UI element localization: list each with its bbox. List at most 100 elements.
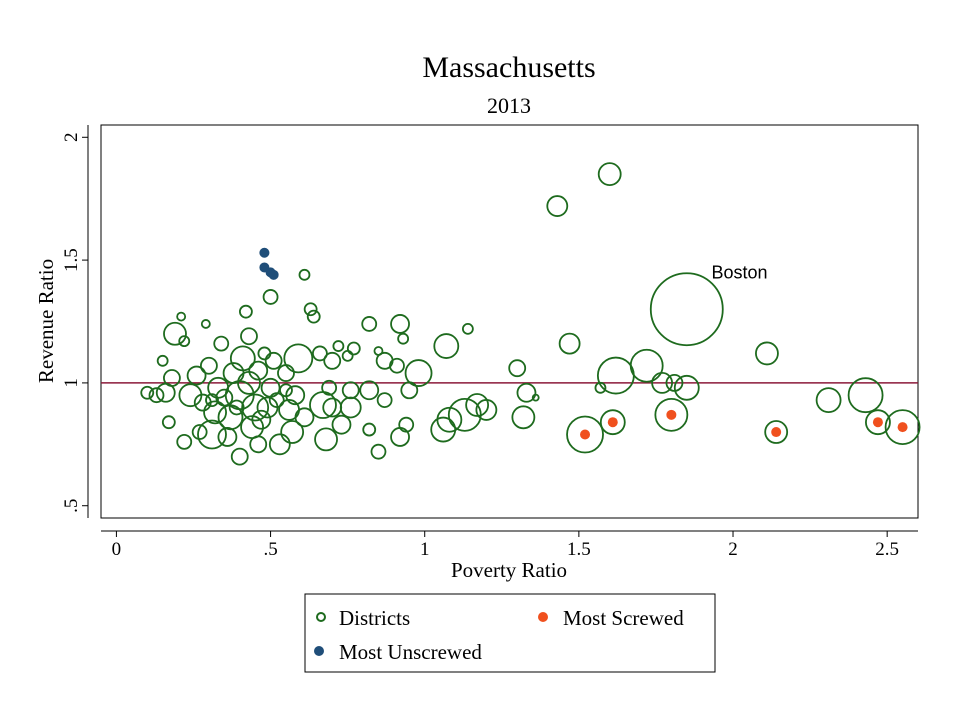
district-point <box>755 341 779 366</box>
district-point <box>217 427 238 447</box>
legend-label-most-unscrewed: Most Unscrewed <box>339 640 482 664</box>
district-point <box>359 380 380 401</box>
district-point <box>430 416 457 443</box>
district-point <box>815 387 842 414</box>
district-point <box>558 332 581 355</box>
district-point <box>280 420 305 444</box>
district-point <box>264 351 283 370</box>
district-point <box>285 385 306 406</box>
most-screwed-series <box>580 409 908 440</box>
district-point <box>323 351 342 370</box>
district-point <box>268 433 291 456</box>
district-point <box>597 162 622 187</box>
district-point <box>673 374 700 401</box>
district-point <box>156 354 169 367</box>
legend-label-most-screwed: Most Screwed <box>563 606 684 630</box>
district-point <box>163 321 187 346</box>
district-point <box>148 387 165 404</box>
district-point <box>322 397 343 418</box>
district-point <box>205 393 219 408</box>
legend: Districts Most Screwed Most Unscrewed <box>304 593 716 673</box>
district-point <box>654 397 689 432</box>
legend-box <box>304 593 716 673</box>
district-point <box>475 399 498 421</box>
district-point <box>176 433 193 450</box>
most-screwed-point <box>771 427 782 438</box>
district-point <box>178 335 191 348</box>
district-point <box>651 372 674 394</box>
x-tick-label: 2 <box>728 539 738 560</box>
district-point <box>321 379 338 396</box>
district-point <box>764 420 789 444</box>
district-point <box>362 422 377 437</box>
district-point <box>594 381 607 394</box>
district-point <box>248 360 269 381</box>
most-unscrewed-point <box>259 247 270 258</box>
district-point <box>390 427 410 447</box>
district-point <box>361 316 378 332</box>
district-point <box>240 327 258 346</box>
x-axis-label: Poverty Ratio <box>451 558 567 582</box>
x-tick-label: 1.5 <box>567 539 591 560</box>
district-point <box>200 356 218 375</box>
y-axis: .5 1 1.5 2 <box>61 125 89 518</box>
district-point <box>376 392 393 409</box>
most-screwed-point <box>872 417 883 428</box>
district-point <box>649 272 724 347</box>
districts-series <box>140 162 921 466</box>
district-point <box>390 314 410 334</box>
district-point <box>546 195 569 217</box>
district-point <box>314 427 338 452</box>
y-tick-label: .5 <box>61 499 82 513</box>
district-point <box>884 409 921 446</box>
district-point <box>241 393 270 422</box>
district-point <box>215 388 234 407</box>
district-point <box>375 351 394 370</box>
district-point <box>303 302 318 317</box>
district-point <box>596 356 635 395</box>
district-point <box>268 392 285 409</box>
legend-label-districts: Districts <box>339 606 410 630</box>
district-point <box>516 382 537 403</box>
district-point <box>237 371 261 395</box>
district-point <box>461 322 474 335</box>
district-point <box>331 414 352 435</box>
plot-area <box>100 124 919 519</box>
district-point <box>433 333 460 359</box>
most-unscrewed-point <box>268 269 279 280</box>
district-point <box>508 359 527 378</box>
district-point <box>566 415 604 454</box>
district-point <box>397 332 410 345</box>
district-point <box>197 419 227 450</box>
district-point <box>599 409 626 436</box>
district-point <box>346 341 361 356</box>
district-point <box>186 365 207 386</box>
most-screwed-point <box>580 429 591 440</box>
most-screwed-point <box>607 417 618 428</box>
most-screwed-point <box>897 422 908 433</box>
district-point <box>306 309 321 324</box>
district-point <box>161 415 176 430</box>
district-point <box>309 391 337 419</box>
district-point <box>249 435 268 454</box>
district-point <box>228 399 245 416</box>
district-point <box>373 346 384 356</box>
legend-marker-most-unscrewed <box>314 646 324 656</box>
district-point <box>193 393 212 412</box>
most-screwed-point <box>666 409 677 420</box>
district-point <box>191 424 208 440</box>
district-point <box>511 405 536 430</box>
district-point <box>298 268 311 281</box>
legend-marker-districts <box>316 612 326 622</box>
x-tick-label: 0 <box>112 539 122 560</box>
district-point <box>203 400 227 425</box>
district-point <box>262 289 279 305</box>
most-unscrewed-series <box>259 247 279 280</box>
x-axis: 0 .5 1 1.5 2 2.5 <box>101 530 918 560</box>
chart-title: Massachusetts <box>422 51 595 84</box>
district-point <box>257 346 272 361</box>
district-point <box>176 311 187 322</box>
chart-subtitle: 2013 <box>487 93 531 118</box>
x-tick-label: .5 <box>263 539 277 560</box>
